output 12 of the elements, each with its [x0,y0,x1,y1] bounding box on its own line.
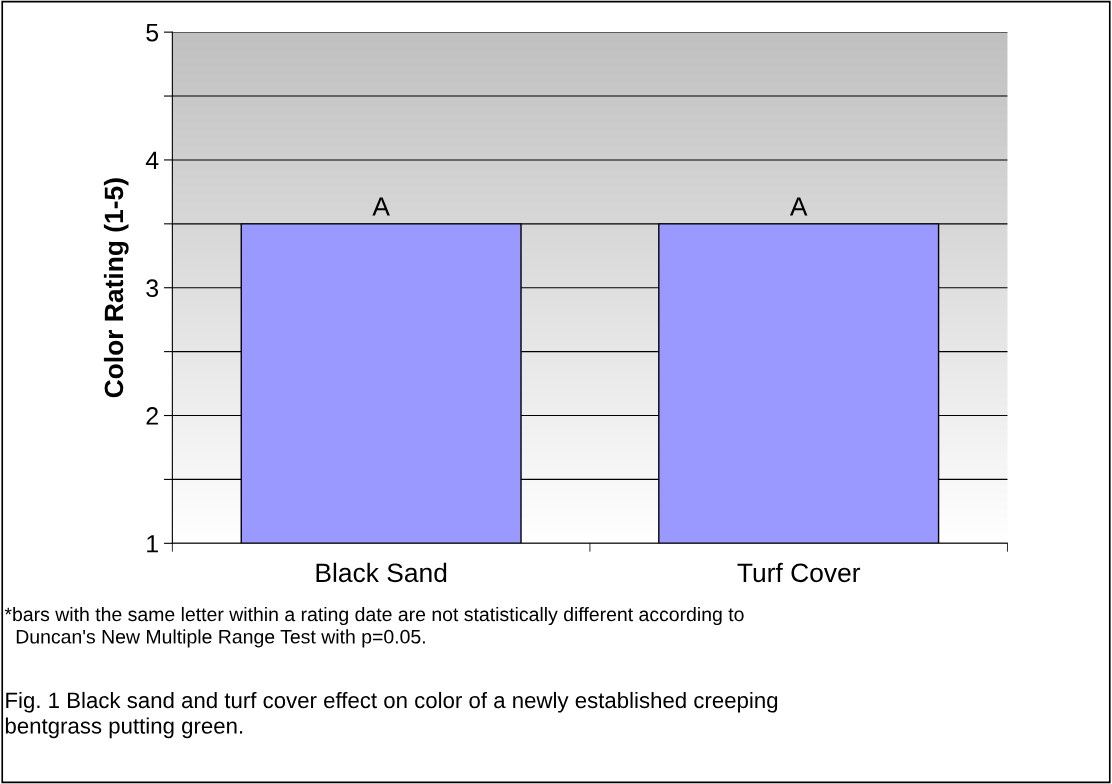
y-tick-label: 3 [146,279,159,298]
y-tick-label: 5 [146,24,159,42]
caption: Fig. 1 Black sand and turf cover effect on color of a newly established creeping bentgrass putting green. [5,691,778,739]
y-tick-label: 2 [146,407,158,425]
annotation: A [789,197,808,216]
annotation: A [372,197,390,216]
y-tick-label: 1 [147,535,158,553]
x-tick-label: Turf Cover [737,562,861,583]
x-tick-label: Black Sand [316,562,447,583]
y-tick-label: 4 [145,151,159,169]
text: *bars with the same letter within a rating date are not statistically different according to Duncan's New Multiple Range Test with p=0.05. [4,606,744,648]
y-axis-title: Color Rating (1-5) [103,178,129,398]
